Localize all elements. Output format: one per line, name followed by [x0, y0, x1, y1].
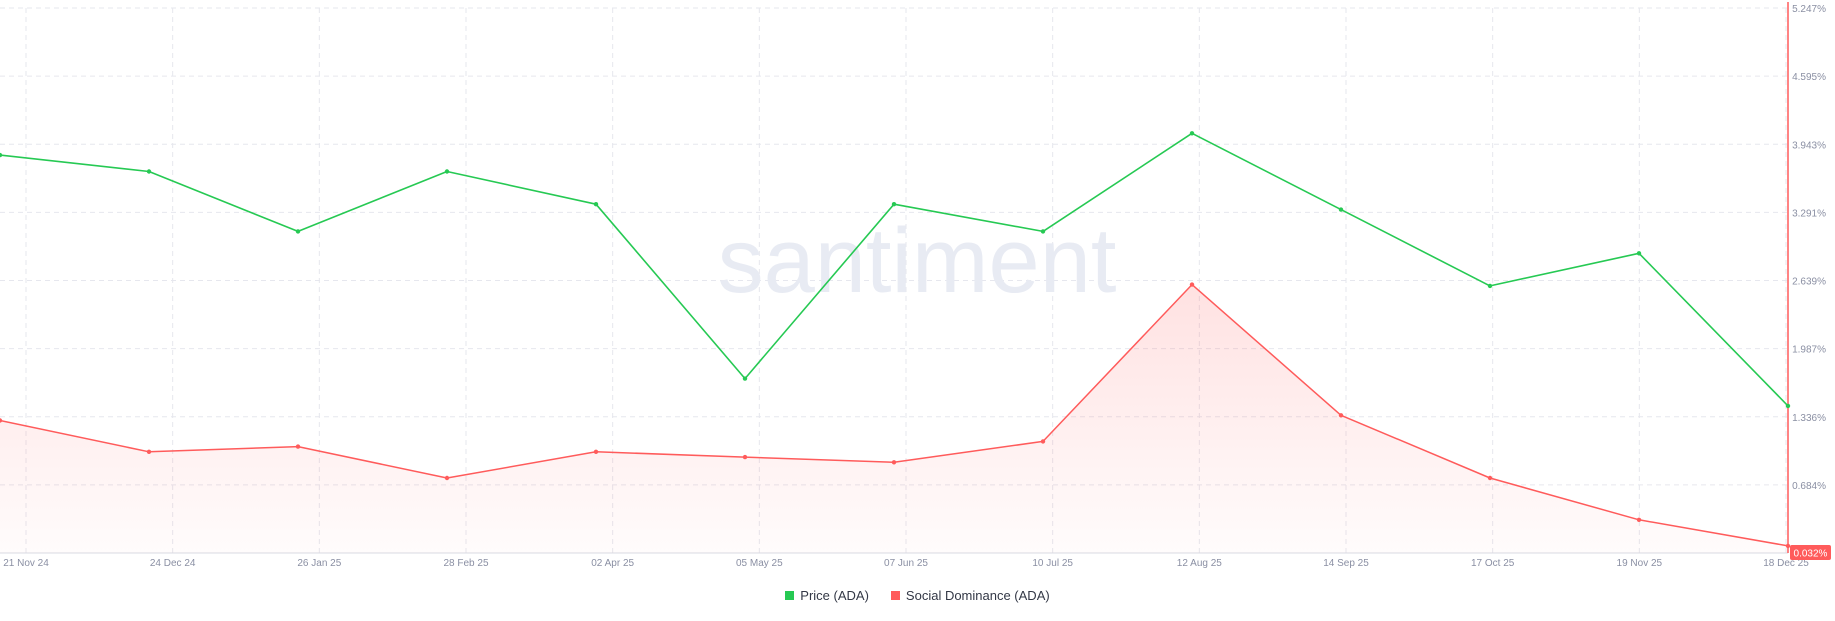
price-point	[593, 202, 599, 207]
current-value-badge-text: 0.032%	[1794, 549, 1828, 560]
social-dominance-legend-swatch	[890, 591, 900, 600]
right-axis-tick-label: 0.684%	[1792, 481, 1826, 492]
x-axis-tick-label: 21 Nov 24	[3, 558, 49, 569]
right-axis-tick-label: 1.987%	[1792, 345, 1826, 356]
x-axis-tick-label: 10 Jul 25	[1032, 558, 1073, 569]
social-dominance-point	[1189, 282, 1195, 287]
x-axis-tick-label: 17 Oct 25	[1471, 558, 1515, 569]
social-dominance-area	[0, 284, 1788, 553]
x-axis-tick-label: 19 Nov 25	[1617, 558, 1663, 569]
right-axis-tick-label: 3.291%	[1792, 208, 1826, 219]
price-point	[1189, 131, 1195, 136]
right-axis-tick-label: 2.639%	[1792, 277, 1826, 288]
price-series[interactable]	[0, 131, 1791, 409]
x-axis-tick-label: 28 Feb 25	[443, 558, 488, 569]
price-point	[1338, 207, 1344, 212]
social-dominance-point	[444, 475, 450, 481]
right-axis-ticks: 5.247% 4.595% 3.943% 3.291% 2.639% 1.987% 1.33…	[1792, 4, 1826, 492]
price-legend-label: Price (ADA)	[800, 588, 869, 603]
price-point	[444, 169, 450, 174]
x-axis-tick-label: 26 Jan 25	[297, 558, 341, 569]
social-dominance-point	[295, 444, 301, 449]
santiment-watermark: santiment	[718, 210, 1117, 312]
price-point	[1487, 283, 1493, 289]
right-axis-tick-label: 4.595%	[1792, 72, 1826, 83]
right-axis-tick-label: 5.247%	[1792, 4, 1826, 15]
social-dominance-point	[1487, 475, 1493, 481]
price-point	[1785, 403, 1791, 409]
social-dominance-point	[1338, 413, 1344, 418]
price-point	[1040, 229, 1046, 234]
price-point	[891, 202, 897, 207]
social-dominance-point	[891, 460, 897, 465]
right-axis-tick-label: 3.943%	[1792, 140, 1826, 151]
legend-item-price[interactable]: Price (ADA)	[785, 588, 869, 603]
social-dominance-point	[1040, 439, 1046, 444]
price-point	[742, 376, 748, 381]
x-axis-tick-label: 24 Dec 24	[150, 558, 196, 569]
price-point	[1636, 251, 1642, 256]
x-axis-ticks: 21 Nov 24 24 Dec 24 26 Jan 25 28 Feb 25 02 A…	[3, 558, 1809, 569]
price-legend-swatch	[785, 591, 795, 600]
social-dominance-legend-label: Social Dominance (ADA)	[905, 588, 1050, 603]
price-point	[295, 229, 301, 234]
price-point	[0, 152, 3, 158]
social-dominance-point	[146, 449, 152, 454]
social-dominance-point	[742, 454, 748, 460]
social-dominance-point	[0, 418, 3, 423]
x-axis-tick-label: 12 Aug 25	[1177, 558, 1222, 569]
right-axis-tick-label: 1.336%	[1792, 413, 1826, 424]
current-value-badge-bg	[1790, 545, 1831, 560]
social-dominance-series[interactable]	[0, 282, 1791, 553]
legend-item-social-dominance[interactable]: Social Dominance (ADA)	[890, 588, 1050, 603]
price-point	[146, 169, 152, 174]
x-axis-tick-label: 18 Dec 25	[1763, 558, 1809, 569]
social-dominance-point	[593, 449, 599, 454]
x-axis-tick-label: 02 Apr 25	[591, 558, 634, 569]
current-value-badge: 0.032%	[1790, 545, 1831, 560]
social-dominance-point	[1636, 517, 1642, 522]
social-dominance-point	[1785, 543, 1791, 549]
x-axis-tick-label: 05 May 25	[736, 558, 783, 569]
x-axis-tick-label: 07 Jun 25	[884, 558, 928, 569]
chart-legend: Price (ADA) Social Dominance (ADA)	[0, 588, 1835, 603]
x-axis-tick-label: 14 Sep 25	[1323, 558, 1369, 569]
